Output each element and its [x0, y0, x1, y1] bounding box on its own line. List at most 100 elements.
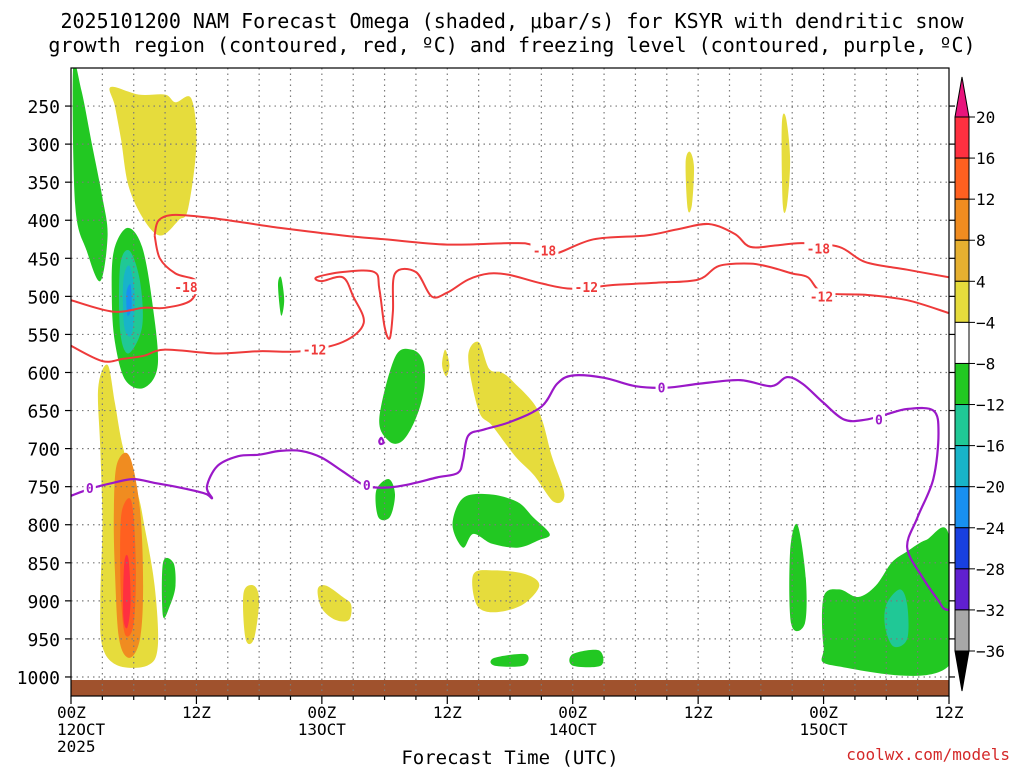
- dgz-label-minus18-a-bg: [530, 242, 559, 258]
- x-tick-label-12-0: 12Z: [182, 703, 211, 722]
- omega-region-23: [781, 113, 791, 213]
- colorbar-box-5: [954, 321, 970, 364]
- dgz-contour-1: [71, 235, 199, 313]
- colorbar-box-4: [954, 280, 970, 323]
- x-tick-label-24-0: 00Z: [307, 703, 336, 722]
- dgz-label-minus12-b-bg: [572, 279, 601, 295]
- omega-region-0: [72, 68, 108, 282]
- y-tick-label-300: 300: [27, 135, 60, 156]
- colorbar-top-triangle: [954, 76, 970, 118]
- colorbar-label-7: −12: [976, 396, 1005, 415]
- omega-region-15: [375, 479, 396, 521]
- dgz-label-minus12-b: -12: [575, 281, 598, 296]
- x-axis-label: Forecast Time (UTC): [401, 747, 618, 768]
- x-tick-label-72-1: 15OCT: [799, 720, 848, 739]
- freezing-label-c-bg: [655, 379, 668, 395]
- x-tick-label-0-0: 00Z: [57, 703, 86, 722]
- omega-region-19: [472, 570, 540, 613]
- x-tick-label-84-0: 12Z: [935, 703, 964, 722]
- freezing-level-contour-1: [378, 436, 385, 446]
- x-tick-label-24-1: 13OCT: [298, 720, 347, 739]
- omega-region-26: [884, 589, 909, 648]
- omega-region-13: [317, 585, 352, 622]
- x-tick-label-72-0: 00Z: [809, 703, 838, 722]
- freezing-label-a-bg: [83, 480, 96, 496]
- colorbar-label-1: 16: [976, 149, 995, 168]
- omega-region-21: [569, 649, 604, 668]
- y-tick-label-500: 500: [27, 287, 60, 308]
- colorbar-box-6: [954, 362, 970, 406]
- y-tick-label-700: 700: [27, 440, 60, 461]
- y-tick-label-950: 950: [27, 630, 60, 651]
- y-tick-label-600: 600: [27, 363, 60, 384]
- y-tick-label-900: 900: [27, 592, 60, 613]
- colorbar-label-0: 20: [976, 108, 995, 127]
- dgz-label-minus12-a-bg: [300, 341, 329, 357]
- omega-shading: [72, 68, 949, 676]
- freezing-level-contour-0: [71, 374, 949, 612]
- freezing-label-d: 0: [875, 414, 883, 429]
- omega-region-24: [789, 523, 807, 632]
- x-tick-label-36-0: 12Z: [433, 703, 462, 722]
- colorbar-bottom-triangle: [954, 650, 970, 692]
- colorbar-label-3: 8: [976, 231, 986, 250]
- colorbar-label-9: −20: [976, 478, 1005, 497]
- colorbar-label-2: 12: [976, 190, 995, 209]
- colorbar-label-13: −36: [976, 642, 1005, 661]
- contour-labels: -18 -18 -18 -12 -12 -12 0 0 0 0: [83, 240, 885, 497]
- omega-region-5: [126, 284, 132, 317]
- x-tick-label-0-2: 2025: [57, 737, 96, 756]
- colorbar-box-11: [954, 568, 970, 611]
- colorbar-box-9: [954, 486, 970, 529]
- colorbar-label-11: −28: [976, 560, 1005, 579]
- freezing-label-a: 0: [86, 482, 94, 497]
- dgz-label-minus18-a: -18: [533, 245, 557, 260]
- dgz-label-minus18-b-bg: [804, 240, 833, 256]
- freezing-label-b-bg: [360, 477, 373, 493]
- y-tick-label-1000: 1000: [17, 668, 60, 689]
- omega-region-18: [452, 493, 550, 548]
- y-tick-label-250: 250: [27, 97, 60, 118]
- omega-region-10: [161, 557, 176, 619]
- colorbar-label-12: −32: [976, 601, 1005, 620]
- dgz-label-minus18-c-bg: [171, 279, 200, 295]
- dgz-label-minus18-b: -18: [807, 242, 831, 257]
- y-tick-label-850: 850: [27, 554, 60, 575]
- y-tick-label-350: 350: [27, 173, 60, 194]
- omega-region-9: [123, 554, 131, 629]
- y-axis: 250 300 350 400 450 500 550 600 650 700 750 800 850 9…: [17, 97, 955, 689]
- colorbar: 20 16 12 8 4 −4 −8 −12 −16 −20 −24 −28 −32 −36: [954, 76, 1005, 692]
- y-tick-label-650: 650: [27, 402, 60, 423]
- colorbar-box-10: [954, 527, 970, 570]
- y-tick-label-550: 550: [27, 325, 60, 346]
- dgz-contour-2: [71, 262, 949, 363]
- ground-band: [71, 680, 949, 696]
- colorbar-label-5: −4: [976, 313, 995, 332]
- dgz-label-minus12-c-bg: [807, 288, 836, 304]
- colorbar-box-grey: [954, 609, 970, 652]
- colorbar-label-4: 4: [976, 272, 986, 291]
- omega-region-11: [242, 585, 260, 645]
- y-tick-label-400: 400: [27, 211, 60, 232]
- colorbar-box-0: [954, 116, 970, 159]
- y-tick-label-450: 450: [27, 249, 60, 270]
- freezing-label-d-bg: [872, 411, 885, 427]
- x-tick-label-48-1: 14OCT: [549, 720, 598, 739]
- freezing-label-b: 0: [363, 479, 371, 494]
- ground-surface: [71, 680, 949, 696]
- x-tick-label-48-0: 00Z: [558, 703, 587, 722]
- freezing-label-c: 0: [658, 382, 666, 397]
- omega-region-22: [685, 151, 695, 213]
- colorbar-label-8: −16: [976, 437, 1005, 456]
- colorbar-label-6: −8: [976, 354, 995, 373]
- y-tick-label-750: 750: [27, 478, 60, 499]
- dgz-label-minus12-c: -12: [810, 290, 833, 305]
- dgz-label-minus18-c: -18: [174, 281, 198, 296]
- x-tick-label-0-1: 12OCT: [57, 720, 106, 739]
- omega-region-1: [109, 86, 197, 236]
- dgz-label-minus12-a: -12: [303, 344, 326, 359]
- colorbar-box-3: [954, 239, 970, 282]
- colorbar-box-8: [954, 445, 970, 488]
